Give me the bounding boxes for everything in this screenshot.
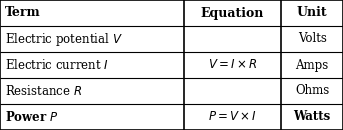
Text: $P = V \times I$: $P = V \times I$ [208,110,257,124]
Text: Volts: Volts [298,32,327,46]
Text: Equation: Equation [201,6,264,20]
Text: Ohms: Ohms [295,84,329,98]
Text: Electric current $I$: Electric current $I$ [5,58,109,72]
Text: Watts: Watts [294,110,331,124]
Text: Resistance $R$: Resistance $R$ [5,84,82,98]
Text: $V = I \times R$: $V = I \times R$ [208,58,257,72]
Text: Unit: Unit [297,6,328,20]
Text: Amps: Amps [296,58,329,72]
Text: Term: Term [5,6,41,20]
Text: Electric potential $V$: Electric potential $V$ [5,31,123,47]
Text: Power $P$: Power $P$ [5,110,59,124]
